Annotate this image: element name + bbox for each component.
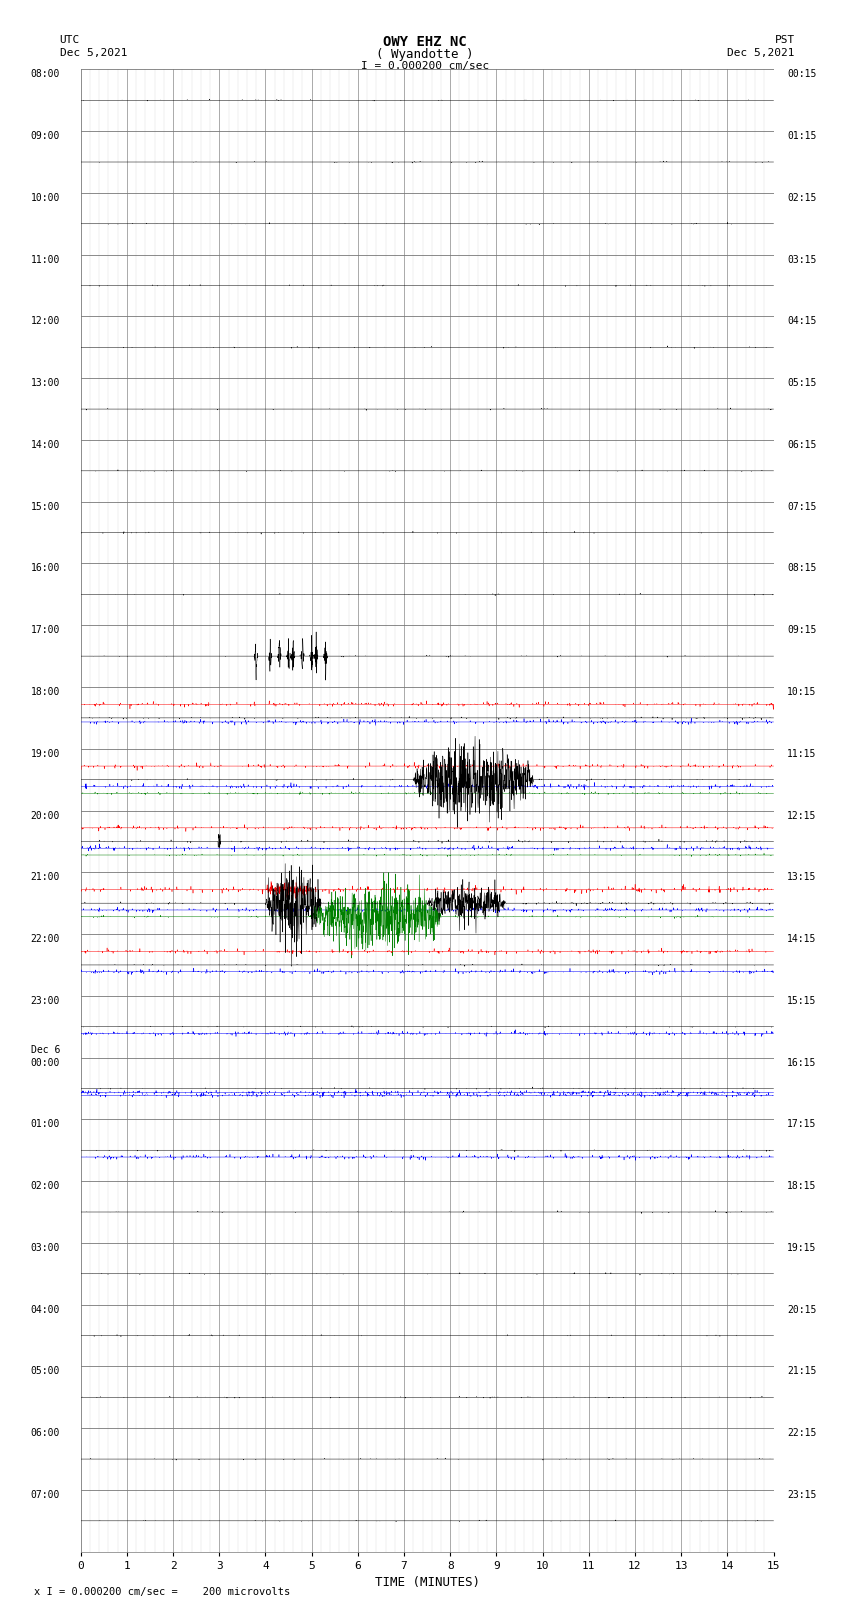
Text: 11:00: 11:00: [31, 255, 60, 265]
Text: 21:15: 21:15: [787, 1366, 817, 1376]
Text: 18:15: 18:15: [787, 1181, 817, 1190]
Text: 04:15: 04:15: [787, 316, 817, 326]
Text: OWY EHZ NC: OWY EHZ NC: [383, 35, 467, 50]
Text: 17:15: 17:15: [787, 1119, 817, 1129]
Text: 02:15: 02:15: [787, 194, 817, 203]
Text: 07:15: 07:15: [787, 502, 817, 511]
Text: 08:00: 08:00: [31, 69, 60, 79]
Text: 14:15: 14:15: [787, 934, 817, 944]
Text: UTC: UTC: [60, 35, 80, 45]
Text: Dec 6: Dec 6: [31, 1045, 60, 1055]
Text: x I = 0.000200 cm/sec =    200 microvolts: x I = 0.000200 cm/sec = 200 microvolts: [34, 1587, 290, 1597]
Text: 23:00: 23:00: [31, 995, 60, 1007]
Text: 12:15: 12:15: [787, 811, 817, 821]
Text: 20:00: 20:00: [31, 811, 60, 821]
Text: 10:00: 10:00: [31, 194, 60, 203]
Text: 22:15: 22:15: [787, 1428, 817, 1439]
Text: 19:15: 19:15: [787, 1244, 817, 1253]
Text: 16:15: 16:15: [787, 1058, 817, 1068]
Text: 15:00: 15:00: [31, 502, 60, 511]
Text: Dec 5,2021: Dec 5,2021: [728, 48, 795, 58]
Text: 14:00: 14:00: [31, 440, 60, 450]
Text: 13:00: 13:00: [31, 377, 60, 389]
Text: 08:15: 08:15: [787, 563, 817, 574]
Text: 00:15: 00:15: [787, 69, 817, 79]
Text: 04:00: 04:00: [31, 1305, 60, 1315]
Text: 17:00: 17:00: [31, 626, 60, 636]
Text: 11:15: 11:15: [787, 748, 817, 758]
Text: 06:00: 06:00: [31, 1428, 60, 1439]
Text: 09:15: 09:15: [787, 626, 817, 636]
Text: 12:00: 12:00: [31, 316, 60, 326]
Text: PST: PST: [774, 35, 795, 45]
Text: 00:00: 00:00: [31, 1058, 60, 1068]
Text: I = 0.000200 cm/sec: I = 0.000200 cm/sec: [361, 61, 489, 71]
Text: 05:15: 05:15: [787, 377, 817, 389]
Text: 23:15: 23:15: [787, 1490, 817, 1500]
Text: 01:15: 01:15: [787, 131, 817, 140]
Text: 20:15: 20:15: [787, 1305, 817, 1315]
Text: 22:00: 22:00: [31, 934, 60, 944]
Text: 21:00: 21:00: [31, 873, 60, 882]
Text: 10:15: 10:15: [787, 687, 817, 697]
Text: 15:15: 15:15: [787, 995, 817, 1007]
Text: 03:00: 03:00: [31, 1244, 60, 1253]
Text: 18:00: 18:00: [31, 687, 60, 697]
Text: 03:15: 03:15: [787, 255, 817, 265]
Text: 07:00: 07:00: [31, 1490, 60, 1500]
Text: 01:00: 01:00: [31, 1119, 60, 1129]
X-axis label: TIME (MINUTES): TIME (MINUTES): [375, 1576, 479, 1589]
Text: 06:15: 06:15: [787, 440, 817, 450]
Text: 02:00: 02:00: [31, 1181, 60, 1190]
Text: 13:15: 13:15: [787, 873, 817, 882]
Text: 05:00: 05:00: [31, 1366, 60, 1376]
Text: ( Wyandotte ): ( Wyandotte ): [377, 48, 473, 61]
Text: 09:00: 09:00: [31, 131, 60, 140]
Text: Dec 5,2021: Dec 5,2021: [60, 48, 127, 58]
Text: 19:00: 19:00: [31, 748, 60, 758]
Text: 16:00: 16:00: [31, 563, 60, 574]
